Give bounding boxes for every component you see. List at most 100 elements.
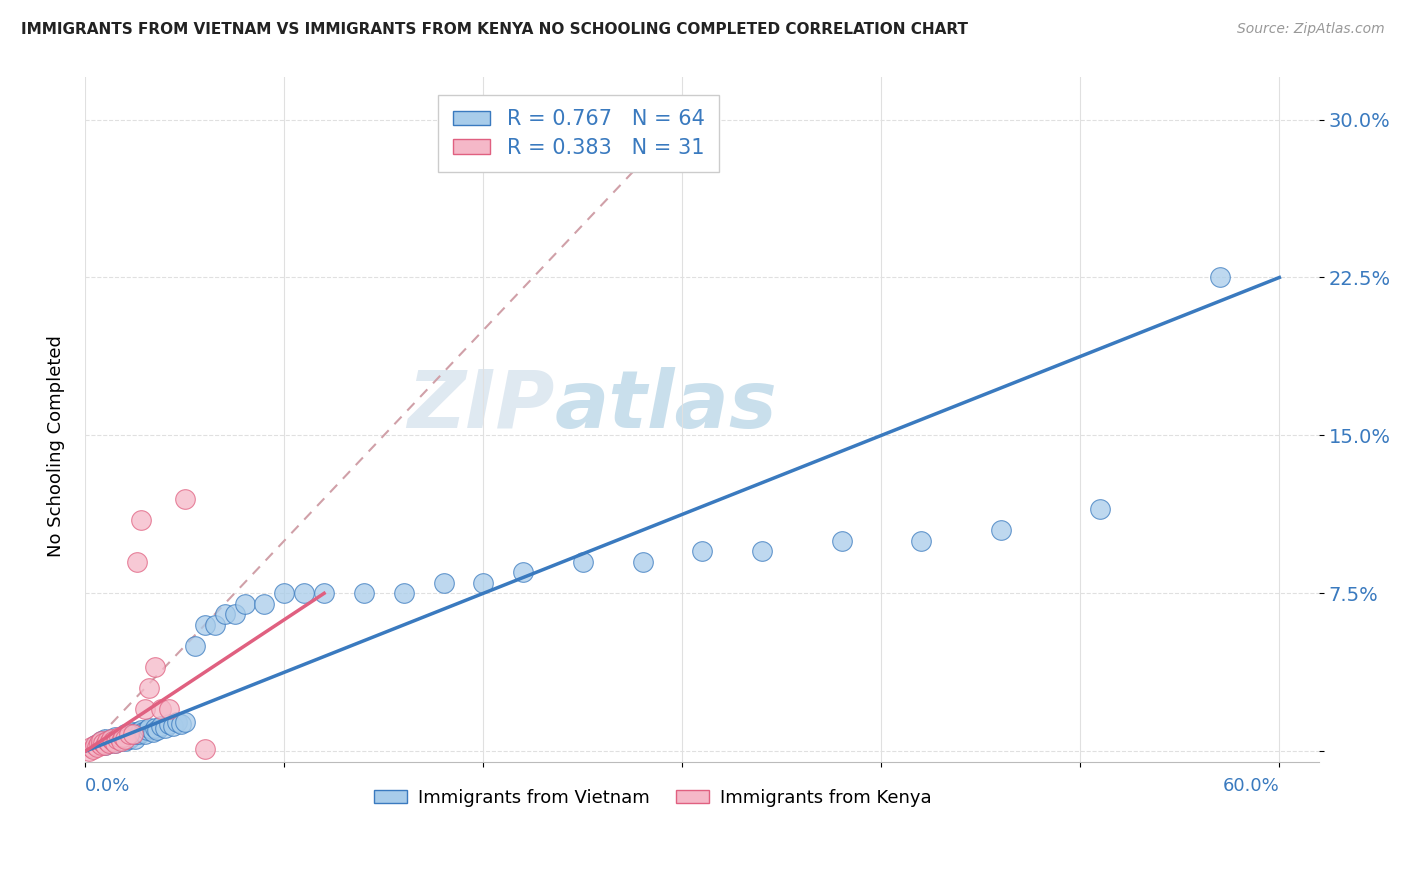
Point: [214, 607, 236, 622]
Point: [143, 660, 166, 674]
Point: [118, 727, 141, 741]
Point: [162, 719, 184, 733]
Point: [105, 731, 128, 746]
Point: [273, 586, 295, 600]
Point: [233, 597, 256, 611]
Point: [96, 733, 118, 747]
Point: [392, 586, 415, 600]
Point: [432, 575, 454, 590]
Point: [86, 739, 108, 754]
Point: [910, 533, 932, 548]
Point: [101, 733, 124, 747]
Point: [314, 586, 336, 600]
Point: [101, 733, 124, 747]
Point: [224, 607, 246, 622]
Point: [292, 586, 315, 600]
Point: [136, 723, 159, 738]
Point: [138, 721, 160, 735]
Point: [84, 738, 107, 752]
Point: [142, 725, 165, 739]
Point: [80, 739, 103, 754]
Point: [129, 723, 152, 738]
Point: [100, 731, 122, 746]
Point: [118, 727, 141, 741]
Point: [89, 736, 111, 750]
Point: [125, 725, 148, 739]
Point: [94, 738, 117, 752]
Point: [353, 586, 375, 600]
Point: [108, 730, 131, 744]
Point: [77, 744, 100, 758]
Point: [90, 738, 112, 752]
Point: [82, 742, 104, 756]
Point: [128, 727, 150, 741]
Point: [114, 733, 136, 747]
Point: [110, 730, 132, 744]
Point: [122, 727, 145, 741]
Point: [110, 733, 132, 747]
Point: [98, 736, 121, 750]
Text: IMMIGRANTS FROM VIETNAM VS IMMIGRANTS FROM KENYA NO SCHOOLING COMPLETED CORRELAT: IMMIGRANTS FROM VIETNAM VS IMMIGRANTS FR…: [21, 22, 969, 37]
Point: [100, 731, 122, 746]
Point: [184, 639, 207, 653]
Point: [170, 717, 193, 731]
Point: [1090, 502, 1112, 516]
Point: [166, 714, 188, 729]
Point: [149, 702, 172, 716]
Point: [112, 731, 135, 746]
Point: [146, 723, 169, 738]
Point: [132, 725, 155, 739]
Point: [512, 566, 534, 580]
Point: [115, 730, 138, 744]
Point: [112, 730, 135, 744]
Point: [690, 544, 713, 558]
Point: [91, 736, 114, 750]
Point: [138, 681, 160, 695]
Point: [831, 533, 853, 548]
Point: [125, 555, 148, 569]
Point: [84, 738, 107, 752]
Point: [120, 730, 142, 744]
Point: [114, 727, 136, 741]
Point: [114, 731, 136, 746]
Point: [90, 733, 112, 747]
Legend: Immigrants from Vietnam, Immigrants from Kenya: Immigrants from Vietnam, Immigrants from…: [367, 782, 939, 814]
Point: [98, 736, 121, 750]
Point: [157, 717, 180, 731]
Point: [204, 618, 226, 632]
Point: [104, 730, 127, 744]
Point: [194, 618, 217, 632]
Point: [572, 555, 595, 569]
Point: [104, 736, 127, 750]
Point: [134, 702, 156, 716]
Point: [118, 731, 141, 746]
Point: [157, 702, 180, 716]
Point: [108, 733, 131, 747]
Point: [89, 736, 111, 750]
Text: Source: ZipAtlas.com: Source: ZipAtlas.com: [1237, 22, 1385, 37]
Point: [124, 731, 146, 746]
Point: [94, 731, 117, 746]
Point: [472, 575, 495, 590]
Point: [122, 725, 145, 739]
Text: ZIP: ZIP: [406, 367, 554, 445]
Point: [129, 513, 152, 527]
Point: [253, 597, 276, 611]
Point: [105, 731, 128, 746]
Point: [173, 714, 195, 729]
Point: [751, 544, 773, 558]
Point: [1208, 270, 1230, 285]
Point: [149, 719, 172, 733]
Point: [194, 742, 217, 756]
Point: [173, 491, 195, 506]
Point: [104, 736, 127, 750]
Point: [124, 727, 146, 741]
Point: [631, 555, 654, 569]
Point: [153, 721, 176, 735]
Point: [94, 738, 117, 752]
Text: No Schooling Completed: No Schooling Completed: [48, 335, 65, 557]
Point: [134, 727, 156, 741]
Point: [990, 523, 1012, 537]
Text: 60.0%: 60.0%: [1223, 777, 1279, 795]
Text: atlas: atlas: [554, 367, 778, 445]
